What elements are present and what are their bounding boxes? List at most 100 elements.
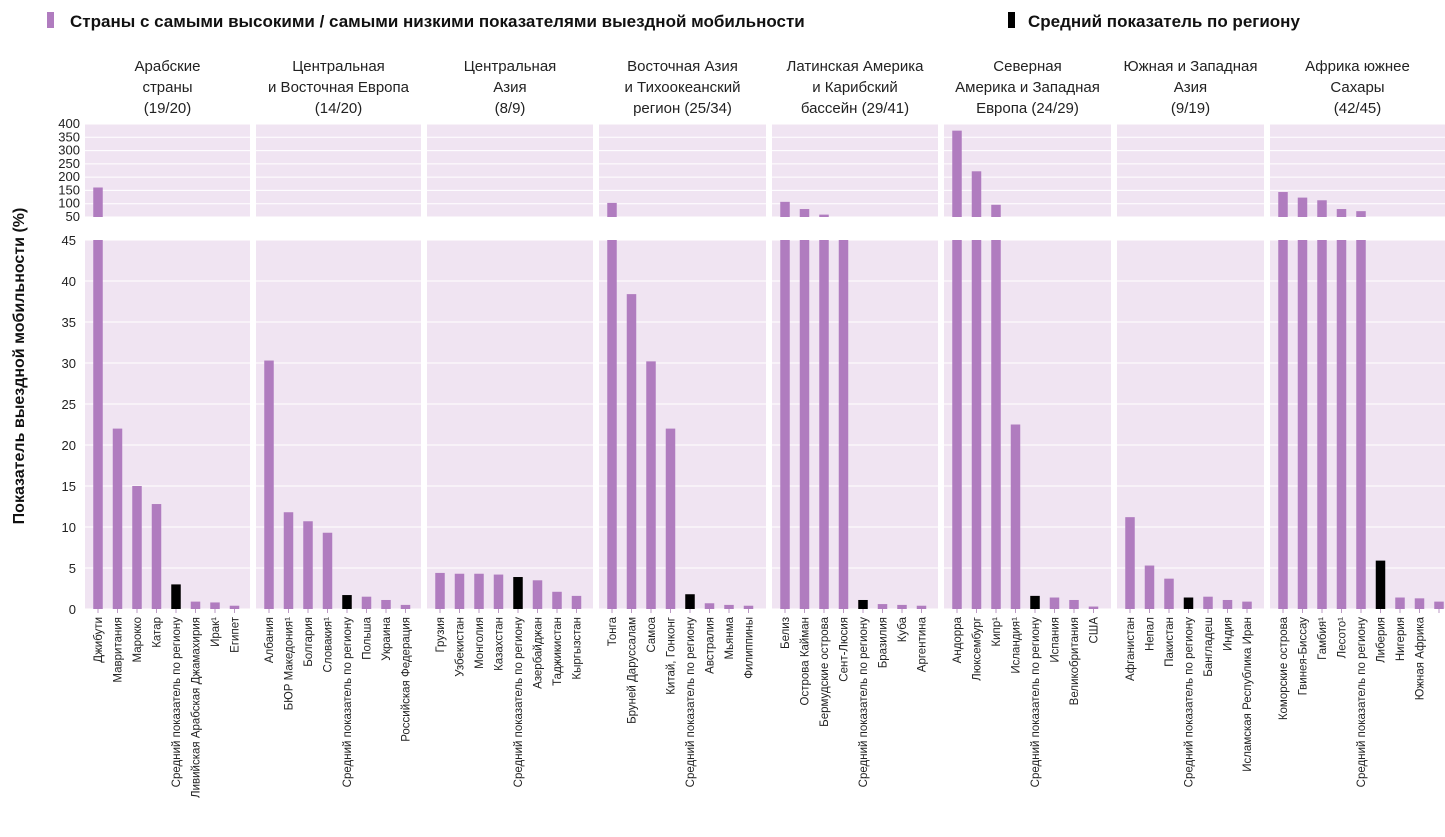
panel-title: Африка южнее — [1305, 58, 1410, 75]
panel-title: Восточная Азия — [627, 58, 738, 75]
category-label: Джибути — [93, 617, 105, 663]
category-label: Острова Кайман — [800, 617, 812, 706]
category-label: Мавритания — [113, 617, 125, 683]
panel-title: Европа (24/29) — [976, 100, 1079, 117]
country-bar-upper — [991, 204, 1001, 217]
category-label: Либерия — [1376, 617, 1388, 663]
y-tick-label: 10 — [62, 520, 76, 535]
country-bar — [838, 240, 849, 609]
country-bar-upper — [1336, 209, 1347, 217]
panel-lower-bg — [256, 240, 421, 609]
country-bar — [1069, 599, 1079, 609]
category-label: Бруней Даруссалам — [627, 617, 639, 724]
country-bar — [93, 240, 103, 609]
country-bar — [1336, 240, 1347, 609]
country-bar — [1317, 240, 1327, 609]
panel-lower-bg — [427, 240, 593, 609]
category-label: Ирак¹ — [210, 617, 222, 647]
category-label: Азербайджан — [533, 617, 545, 689]
panel-title: и Тихоокеанский — [625, 79, 741, 96]
category-label: Исландия¹ — [1011, 617, 1023, 674]
category-label: Казахстан — [494, 617, 506, 671]
category-label: Средний показатель по региону — [513, 617, 525, 788]
legend-swatch-extremes — [47, 12, 54, 28]
y-tick-label: 45 — [62, 233, 76, 248]
region-average-bar — [685, 594, 695, 609]
region-average-bar — [1183, 597, 1194, 609]
y-tick-label: 250 — [58, 156, 80, 171]
category-label: Албания — [264, 617, 276, 663]
country-bar — [646, 361, 656, 609]
country-bar — [704, 603, 715, 609]
category-label: Лесото¹ — [1337, 617, 1349, 658]
country-bar — [361, 596, 372, 609]
country-bar — [1242, 601, 1252, 609]
category-label: Белиз — [780, 617, 792, 649]
chart-panels: Арабские страны (19/20) Джибути Мавритания Ма… — [85, 58, 1445, 798]
country-bar — [1356, 240, 1366, 609]
category-label: Средний показатель по региону — [342, 617, 354, 788]
panel-title: (8/9) — [495, 100, 526, 117]
panel-upper-bg — [772, 124, 938, 217]
country-bar — [381, 599, 391, 609]
country-bar — [1297, 240, 1308, 609]
country-bar — [264, 360, 274, 609]
panel-title: и Карибский — [812, 79, 898, 96]
panel-title: Северная — [993, 58, 1061, 75]
panel: Восточная Азия и Тихоокеанский регион (25/… — [599, 58, 766, 787]
panel-upper-bg — [1270, 124, 1445, 217]
y-tick-label: 300 — [58, 143, 80, 158]
country-bar — [532, 580, 543, 609]
country-bar-upper — [1317, 200, 1327, 217]
country-bar — [571, 595, 582, 609]
y-tick-label: 30 — [62, 356, 76, 371]
panel-upper-bg — [427, 124, 593, 217]
country-bar — [1010, 424, 1021, 609]
region-average-bar — [171, 584, 181, 609]
country-bar — [1049, 597, 1060, 609]
country-bar — [552, 591, 562, 609]
category-label: Люксембург — [972, 617, 984, 681]
country-bar — [743, 605, 754, 609]
country-bar — [1395, 597, 1405, 609]
y-tick-label: 5 — [69, 561, 76, 576]
country-bar — [780, 240, 790, 609]
category-label: Аргентина — [917, 616, 929, 672]
category-label: Сент-Люсия — [839, 617, 851, 682]
country-bar-upper — [1297, 197, 1308, 217]
category-label: Гамбия¹ — [1317, 617, 1329, 660]
country-bar — [991, 240, 1001, 609]
y-tick-label: 20 — [62, 438, 76, 453]
category-label: Российская Федерация — [401, 617, 413, 742]
country-bar — [626, 294, 637, 609]
country-bar-upper — [952, 130, 962, 217]
y-axis: Показатель выездной мобильности (%) 50100… — [11, 116, 80, 617]
y-tick-label: 50 — [66, 209, 80, 224]
category-label: Филиппины — [744, 617, 756, 679]
country-bar-upper — [1356, 211, 1366, 217]
category-label: Кыргызстан — [572, 617, 584, 680]
y-tick-label: 100 — [58, 196, 80, 211]
country-bar — [210, 602, 220, 609]
y-tick-label: 350 — [58, 129, 80, 144]
panel: Центральная и Восточная Европа (14/20) Алба… — [256, 58, 421, 787]
country-bar — [1434, 601, 1444, 609]
country-bar — [1414, 598, 1425, 609]
panel-title: бассейн (29/41) — [801, 100, 909, 117]
country-bar — [229, 605, 240, 609]
category-label: Ливийская Арабская Джамахирия — [191, 617, 203, 798]
country-bar — [474, 573, 484, 609]
panel-title: Америка и Западная — [955, 79, 1100, 96]
panel-title: Латинская Америка — [786, 58, 924, 75]
country-bar — [1203, 596, 1213, 609]
category-label: Китай, Гонконг — [666, 617, 678, 695]
panel: Арабские страны (19/20) Джибути Мавритания Ма… — [85, 58, 250, 798]
category-label: Бермудские острова — [819, 616, 831, 726]
panel-title: Азия — [493, 79, 526, 96]
category-label: Исламская Республика Иран — [1242, 617, 1254, 772]
panel-upper-bg — [944, 124, 1111, 217]
region-average-bar — [858, 599, 868, 609]
category-label: Великобритания — [1069, 617, 1081, 705]
category-label: Катар — [152, 617, 164, 648]
country-bar — [819, 240, 829, 609]
